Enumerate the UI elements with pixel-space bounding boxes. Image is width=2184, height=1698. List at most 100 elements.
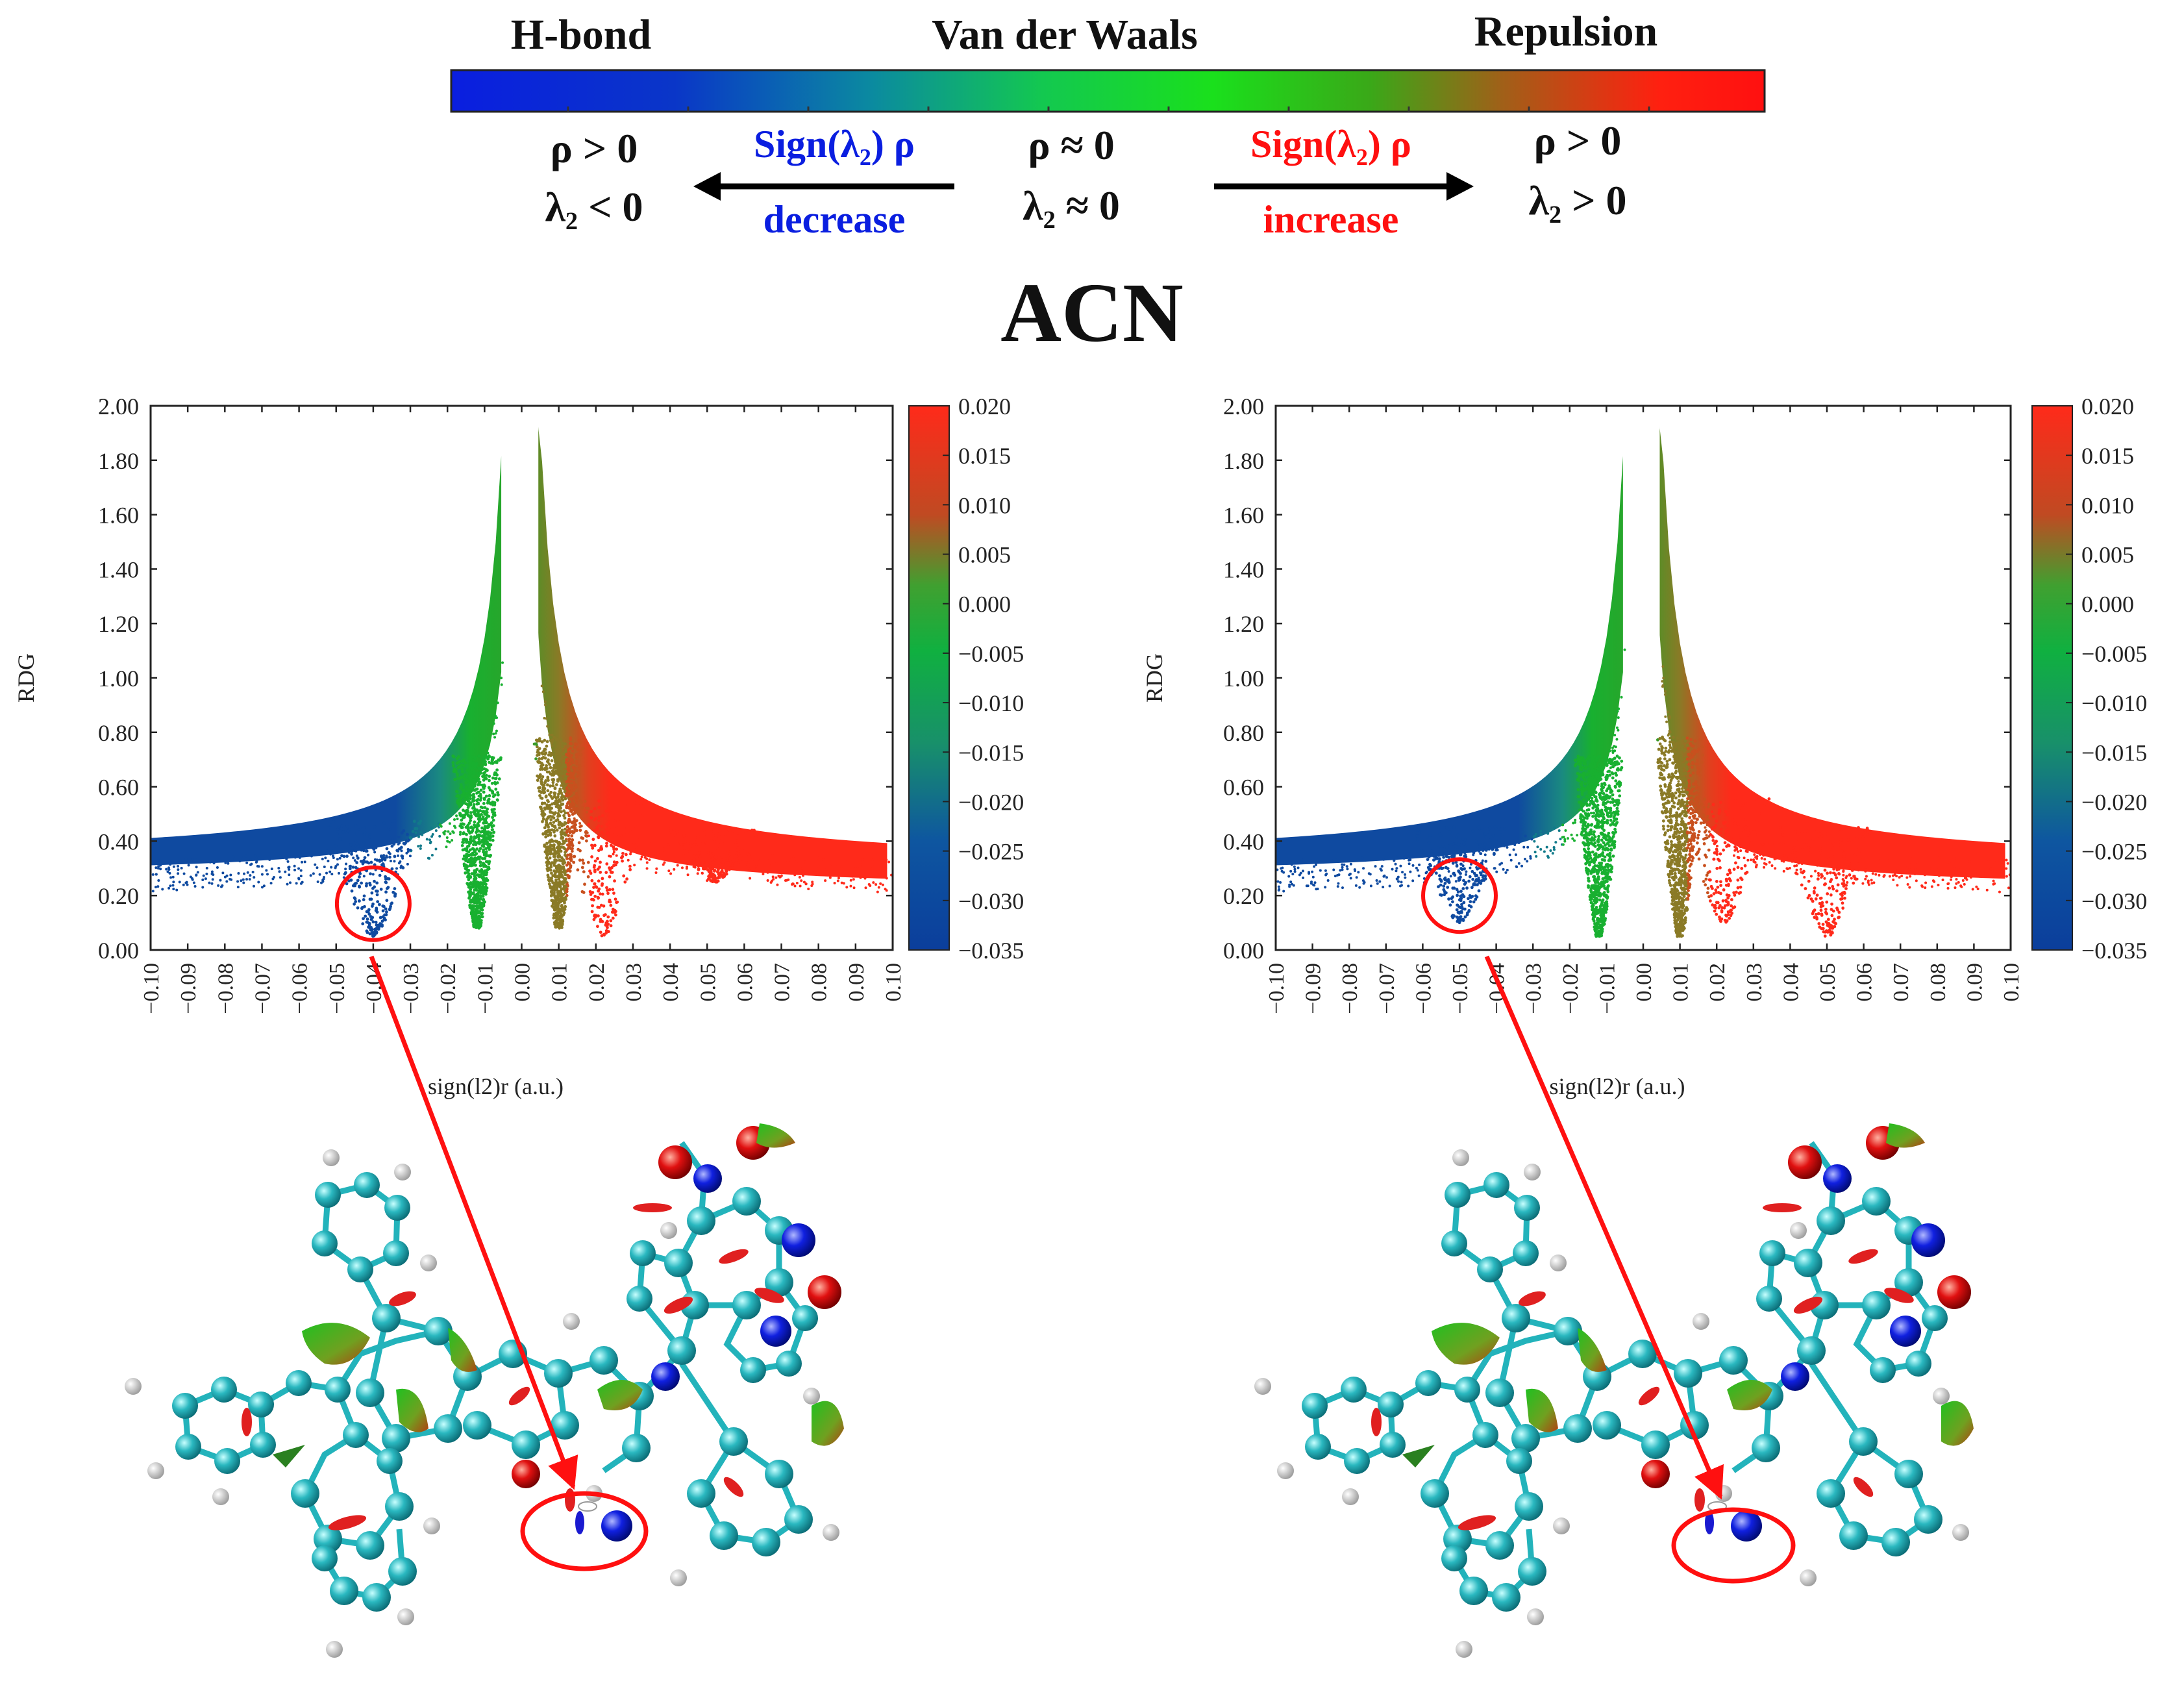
colorbar-tick-label: −0.005 [958,641,1024,667]
y-tick-label: 0.40 [1223,829,1264,855]
x-tick-label: 0.02 [585,963,609,1002]
legend-repulsion-label: Repulsion [1474,8,1657,55]
center-gap [504,406,539,950]
y-axis-label: RDG [13,653,39,703]
y-tick-label: 1.40 [98,556,139,582]
x-tick-label: −0.05 [325,963,349,1014]
x-tick-label: 0.02 [1706,963,1730,1002]
colorbar-tick-label: −0.010 [2081,690,2147,716]
mid-condition-rho: ρ ≈ 0 [1028,122,1114,168]
y-tick-label: 0.20 [1223,883,1264,909]
colorbar-tick-label: −0.025 [958,839,1024,865]
x-tick-label: 0.06 [1853,963,1877,1002]
colorbar-tick-label: −0.025 [2081,839,2147,865]
y-tick-label: 2.00 [1223,393,1264,419]
x-tick-label: 0.06 [733,963,757,1002]
right-arrow-label-top: Sign(λ₂) ρ [1250,123,1411,166]
molecule-left [125,1123,844,1658]
x-tick-label: −0.10 [1265,963,1289,1014]
connector-arrow-right [1484,955,1724,1500]
nci-surfaces [242,1123,844,1534]
x-tick-label: 0.10 [2000,963,2024,1002]
legend-colorbar-ticks [567,106,1650,112]
left-arrow-label-bottom: decrease [763,198,906,241]
y-tick-label: 0.80 [98,720,139,746]
y-tick-label: 0.20 [98,883,139,909]
colorbar-tick-label: −0.035 [2081,938,2147,964]
legend-vdw-label: Van der Waals [932,11,1198,58]
colorbar-tick-label: 0.020 [2081,393,2134,419]
y-tick-label: 1.60 [98,503,139,529]
x-tick-label: 0.10 [882,963,906,1002]
x-tick-label: −0.04 [1485,963,1509,1014]
legend-colorbar [450,69,1766,113]
spike-steric-2 [1779,825,1871,938]
x-tick-label: −0.03 [399,963,423,1014]
scatter-noise [1276,648,2011,893]
left-arrow-head [693,172,721,201]
colorbar-tick-label: 0.015 [958,443,1011,469]
x-tick-label: −0.08 [214,963,238,1014]
left-arrow-label-top: Sign(λ₂) ρ [754,123,915,166]
x-axis-label: sign(l2)r (a.u.) [428,1073,564,1099]
x-tick-label: 0.01 [1669,963,1693,1002]
x-tick-label: −0.06 [1411,963,1435,1014]
colorbar-tick-label: 0.000 [958,592,1011,618]
colorbar-tick-label: 0.020 [958,393,1011,419]
x-tick-label: 0.03 [622,963,646,1002]
x-tick-label: −0.10 [140,963,164,1014]
colorbar-tick-label: −0.020 [2081,789,2147,815]
legend-hbond-label: H-bond [511,11,651,58]
left-condition-lambda: λ₂ < 0 [545,184,643,230]
x-tick-label: −0.03 [1522,963,1546,1014]
colorbar-tick-label: −0.035 [958,938,1024,964]
atoms [125,1126,841,1658]
x-tick-label: −0.08 [1338,963,1362,1014]
rdg-density [151,406,893,950]
right-condition-lambda: λ₂ > 0 [1528,177,1626,223]
x-tick-label: 0.07 [1889,963,1913,1002]
right-condition-rho: ρ > 0 [1534,118,1622,164]
rdg-plot-left: 0.00 0.20 0.40 0.60 0.80 1.00 1.20 1.40 1.60 1.80… [13,393,1024,1099]
y-axis-label: RDG [1141,653,1167,703]
legend: H-bond Van der Waals Repulsion ρ > 0 λ₂ … [450,8,1766,241]
spike-vdw-right [532,736,585,930]
y-tick-label: 0.60 [1223,775,1264,801]
repulsion-wing [1657,411,2005,879]
colorbar-tick-label: 0.010 [2081,492,2134,518]
center-gap [1626,406,1660,950]
x-axis-label: sign(l2)r (a.u.) [1550,1073,1685,1099]
spike-steric-2 [669,826,758,884]
colorbar-tick-label: 0.010 [958,492,1011,518]
x-tick-label: 0.09 [845,963,869,1002]
colorbar-tick-label: 0.015 [2081,443,2134,469]
colorbar-tick-label: −0.015 [2081,740,2147,766]
molecule-highlight-left [520,1491,649,1571]
left-condition-rho: ρ > 0 [551,125,638,171]
x-tick-label: −0.02 [436,963,460,1014]
x-tick-label: −0.06 [288,963,312,1014]
y-tick-label: 1.80 [98,448,139,474]
x-tick-label: 0.07 [771,963,795,1002]
main-title: ACN [1000,266,1184,360]
hbond-vdw-wing [151,456,502,866]
colorbar-tick-label: −0.030 [2081,888,2147,914]
colorbar-tick-label: −0.015 [958,740,1024,766]
spike-hbond [327,819,423,938]
x-tick-label: −0.01 [473,963,497,1014]
x-tick-label: 0.00 [1632,963,1656,1002]
y-tick-label: 1.60 [1223,503,1264,529]
x-tick-label: −0.07 [251,963,275,1014]
colorbar-tick-label: −0.010 [958,690,1024,716]
molecule-highlight-right [1671,1507,1796,1584]
x-tick-label: −0.09 [177,963,201,1014]
y-tick-label: 0.80 [1223,720,1264,746]
hbond-highlight-circle [334,865,412,942]
x-tick-label: −0.05 [1448,963,1472,1014]
rdg-plot-right: 0.00 0.20 0.40 0.60 0.80 1.00 1.20 1.40 1.60 1.80… [1141,393,2147,1099]
spike-steric-1 [1677,797,1771,924]
y-tick-label: 0.00 [98,938,139,964]
x-tick-label: 0.08 [808,963,832,1002]
y-tick-label: 0.00 [1223,938,1264,964]
colorbar [2031,405,2073,951]
